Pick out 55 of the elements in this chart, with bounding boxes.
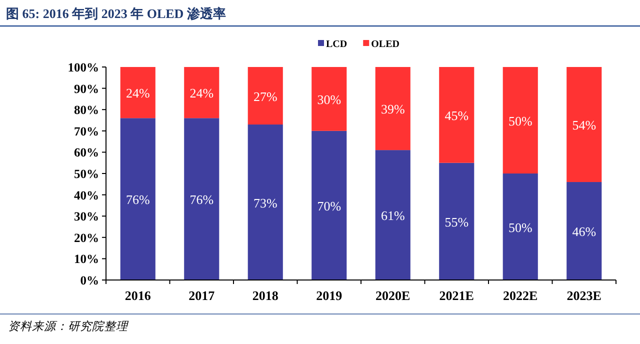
data-label: 46% (572, 224, 596, 240)
data-label: 27% (253, 88, 278, 104)
data-label: 54% (572, 118, 596, 133)
y-tick-label: 10% (74, 252, 99, 266)
x-tick-label: 2023E (566, 288, 602, 303)
bar (502, 67, 538, 174)
bar (439, 162, 474, 280)
y-tick-label: 100% (68, 60, 99, 74)
bar (566, 182, 602, 280)
data-label: 55% (444, 214, 469, 230)
y-tick-label: 0% (80, 274, 99, 288)
y-tick-label: 80% (74, 103, 99, 118)
data-label: 76% (126, 192, 150, 208)
bar (312, 130, 347, 280)
data-label: 24% (190, 86, 214, 101)
y-tick-label: 60% (74, 146, 99, 160)
bar (184, 118, 220, 280)
y-tick-label: 90% (74, 82, 99, 96)
x-tick-label: 2020E (376, 288, 410, 303)
bar (566, 67, 602, 182)
bar (375, 150, 410, 280)
bar (375, 67, 410, 150)
bar (248, 67, 283, 125)
x-tick-label: 2018 (252, 288, 279, 303)
bar (248, 124, 283, 280)
x-tick-label: 2022E (503, 288, 538, 303)
legend-label: OLED (371, 39, 400, 50)
y-tick-label: 50% (74, 167, 99, 181)
y-tick-label: 70% (74, 124, 99, 138)
x-tick-label: 2019 (316, 288, 343, 303)
data-label: 61% (380, 208, 405, 224)
data-label: 45% (444, 108, 469, 123)
bar (312, 67, 347, 131)
bar (120, 118, 156, 280)
data-label: 24% (126, 86, 150, 101)
legend-label: LCD (326, 39, 348, 50)
bar (120, 67, 156, 118)
bar (502, 174, 538, 280)
y-tick-label: 20% (74, 230, 99, 245)
x-tick-label: 2021E (439, 288, 474, 303)
data-label: 76% (190, 192, 214, 208)
data-label: 70% (317, 198, 342, 214)
chart-title: 图 65: 2016 年到 2023 年 OLED 渗透率 (6, 6, 226, 21)
data-label: 50% (508, 113, 532, 128)
bar (439, 67, 474, 163)
data-label: 50% (508, 220, 532, 235)
x-tick-label: 2017 (188, 288, 216, 303)
data-label: 39% (380, 102, 405, 117)
data-label: 30% (317, 92, 342, 107)
text: 资料来源：研究院整理 (8, 320, 129, 333)
y-tick-label: 30% (74, 210, 99, 224)
data-label: 73% (253, 195, 278, 210)
bar (184, 67, 220, 118)
x-tick-label: 2016 (124, 288, 152, 303)
y-tick-label: 40% (74, 188, 99, 202)
